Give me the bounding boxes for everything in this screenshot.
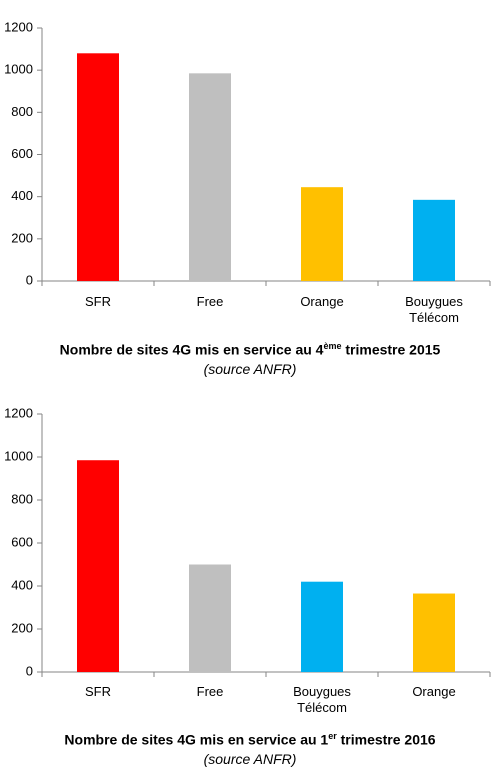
bar [77,460,119,672]
title-part: Nombre de sites 4G mis en service au 4 [59,341,324,358]
y-tick-label: 600 [11,146,33,161]
y-tick-label: 200 [11,620,33,635]
x-tick-label: Bouygues Télécom [405,294,463,325]
y-tick-label: 1000 [4,62,33,77]
x-tick-label: SFR [85,294,111,309]
chart-subtitle: (source ANFR) [203,361,297,377]
y-tick-label: 0 [26,272,33,287]
title-part: trimestre 2016 [336,731,436,748]
chart-title: Nombre de sites 4G mis en service au 4èm… [0,341,500,358]
y-tick-label: 1200 [4,405,33,420]
x-tick-label: Free [196,684,224,699]
bar [301,187,343,281]
title-part: ème [323,341,342,351]
chart-subtitle: (source ANFR) [203,751,297,767]
bar [301,581,343,672]
y-tick-label: 400 [11,188,33,203]
y-tick-label: 800 [11,491,33,506]
x-tick-label: Orange [300,294,344,309]
bar [77,53,119,281]
bar [189,564,231,672]
y-tick-label: 1200 [4,19,33,34]
y-tick-label: 600 [11,534,33,549]
chart-title: Nombre de sites 4G mis en service au 1er… [0,731,500,748]
title-part: Nombre de sites 4G mis en service au 1 [64,731,329,748]
bar [189,73,231,282]
y-tick-label: 400 [11,577,33,592]
y-tick-label: 1000 [4,448,33,463]
y-tick-label: 0 [26,663,33,678]
x-tick-label: SFR [85,684,111,699]
bar [413,593,455,672]
y-tick-label: 200 [11,230,33,245]
title-part: trimestre 2015 [341,341,441,358]
title-part: er [328,731,337,741]
x-tick-label: Orange [412,684,456,699]
x-tick-label: Free [196,294,224,309]
bar [413,199,455,281]
y-tick-label: 800 [11,104,33,119]
x-tick-label: Bouygues Télécom [293,684,351,715]
